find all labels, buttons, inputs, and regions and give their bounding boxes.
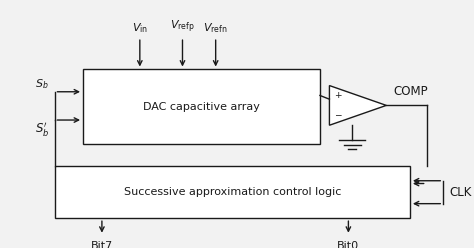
Polygon shape — [329, 86, 386, 125]
Text: COMP: COMP — [393, 85, 428, 98]
Text: $V_{\rm refp}$: $V_{\rm refp}$ — [170, 18, 195, 35]
Bar — [55, 166, 410, 218]
Text: Successive approximation control logic: Successive approximation control logic — [124, 187, 341, 197]
Text: $V_{\rm in}$: $V_{\rm in}$ — [132, 21, 148, 35]
Text: ...: ... — [218, 238, 232, 248]
Text: −: − — [334, 110, 342, 119]
Text: $S_b$: $S_b$ — [35, 77, 49, 91]
Text: $S_b'$: $S_b'$ — [35, 121, 49, 139]
Text: +: + — [334, 92, 342, 100]
Text: Bit7: Bit7 — [91, 241, 113, 248]
Text: DAC capacitive array: DAC capacitive array — [143, 102, 260, 112]
Text: $V_{\rm refn}$: $V_{\rm refn}$ — [203, 21, 228, 35]
Text: CLK: CLK — [449, 186, 471, 199]
Text: Bit0: Bit0 — [337, 241, 359, 248]
Bar — [83, 69, 320, 144]
